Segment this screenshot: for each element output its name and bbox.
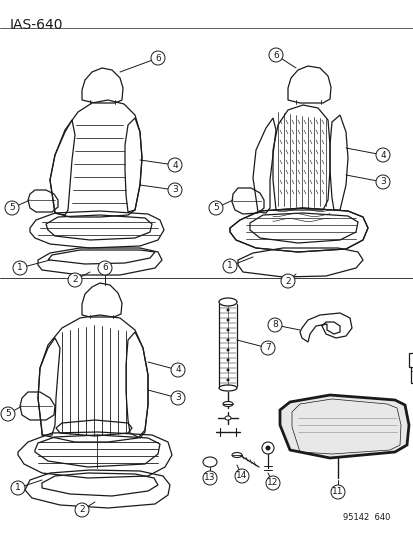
Text: 1: 1	[15, 483, 21, 492]
Text: 3: 3	[175, 393, 180, 402]
Text: 8: 8	[271, 320, 277, 329]
Circle shape	[226, 338, 229, 342]
Text: 5: 5	[213, 204, 218, 213]
Circle shape	[260, 341, 274, 355]
Ellipse shape	[202, 457, 216, 467]
Circle shape	[265, 446, 270, 450]
Text: 3: 3	[379, 177, 385, 187]
Circle shape	[171, 363, 185, 377]
Circle shape	[226, 368, 229, 372]
Text: 4: 4	[379, 150, 385, 159]
Circle shape	[226, 328, 229, 332]
Circle shape	[168, 183, 182, 197]
Text: 95142  640: 95142 640	[342, 513, 389, 522]
Circle shape	[1, 407, 15, 421]
Circle shape	[171, 391, 185, 405]
Text: 14: 14	[236, 472, 247, 481]
Text: IAS-640: IAS-640	[10, 18, 63, 32]
Text: 2: 2	[285, 277, 290, 286]
Ellipse shape	[218, 298, 236, 306]
Ellipse shape	[224, 416, 230, 420]
Circle shape	[168, 158, 182, 172]
Circle shape	[68, 273, 82, 287]
Circle shape	[226, 349, 229, 351]
Text: 3: 3	[172, 185, 178, 195]
Circle shape	[151, 51, 165, 65]
Text: 5: 5	[9, 204, 15, 213]
Circle shape	[235, 469, 248, 483]
Circle shape	[226, 378, 229, 382]
Text: 6: 6	[102, 263, 108, 272]
Text: 7: 7	[264, 343, 270, 352]
Text: 4: 4	[172, 160, 177, 169]
Circle shape	[209, 201, 223, 215]
Text: 5: 5	[5, 409, 11, 418]
Text: 13: 13	[204, 473, 215, 482]
Text: 1: 1	[227, 262, 232, 271]
Polygon shape	[279, 395, 408, 458]
Circle shape	[266, 476, 279, 490]
Ellipse shape	[231, 453, 242, 457]
Circle shape	[223, 259, 236, 273]
Text: 4: 4	[175, 366, 180, 375]
Circle shape	[5, 201, 19, 215]
Circle shape	[226, 359, 229, 361]
Circle shape	[267, 318, 281, 332]
Circle shape	[280, 274, 294, 288]
Text: 2: 2	[72, 276, 78, 285]
Circle shape	[261, 442, 273, 454]
Circle shape	[75, 503, 89, 517]
Ellipse shape	[218, 385, 236, 391]
Bar	[410, 365, 413, 383]
Ellipse shape	[223, 401, 233, 407]
Circle shape	[202, 471, 216, 485]
Circle shape	[11, 481, 25, 495]
Circle shape	[226, 319, 229, 321]
Circle shape	[330, 485, 344, 499]
Text: 1: 1	[17, 263, 23, 272]
Text: 6: 6	[273, 51, 278, 60]
Text: 2: 2	[79, 505, 85, 514]
Text: 11: 11	[332, 488, 343, 497]
Circle shape	[226, 309, 229, 311]
Text: 6: 6	[155, 53, 161, 62]
Circle shape	[98, 261, 112, 275]
Circle shape	[375, 148, 389, 162]
Circle shape	[13, 261, 27, 275]
Circle shape	[375, 175, 389, 189]
Text: 12: 12	[267, 479, 278, 488]
Bar	[408, 353, 413, 367]
Circle shape	[268, 48, 282, 62]
